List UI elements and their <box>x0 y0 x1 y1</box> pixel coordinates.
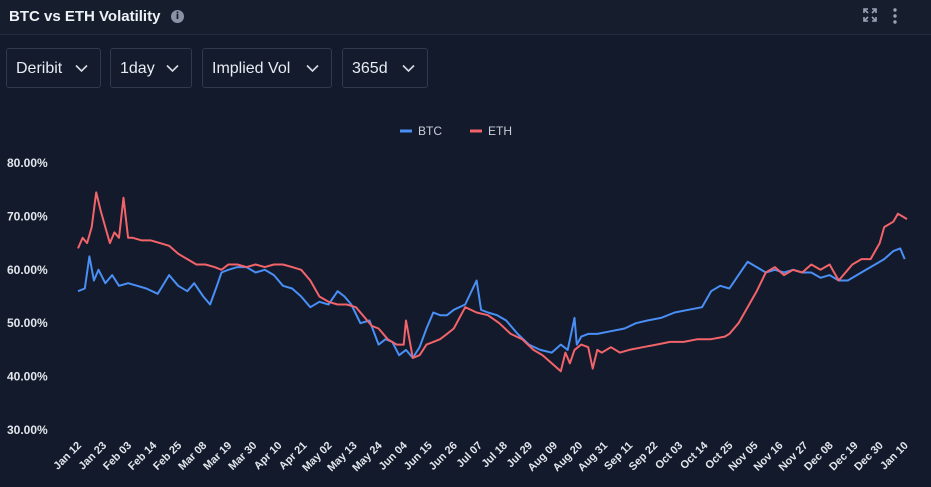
range-dropdown-label: 365d <box>352 60 388 77</box>
series-line-eth <box>77 191 908 373</box>
more-vertical-icon[interactable] <box>891 7 899 30</box>
expand-icon[interactable] <box>862 7 878 28</box>
series-layer <box>77 191 908 373</box>
legend-item-btc[interactable]: BTC <box>400 124 442 138</box>
resolution-dropdown[interactable]: 1day <box>110 48 192 88</box>
volatility-chart: BTC ETH 80.00% 70.00% 60.00% 50.00% 40.00% 30.… <box>7 124 911 474</box>
chevron-down-icon <box>75 64 88 73</box>
x-tick-label: Jan 10 <box>878 440 911 473</box>
widget-header: BTC vs ETH Volatility i <box>0 0 931 35</box>
widget-title: BTC vs ETH Volatility <box>9 8 161 25</box>
y-tick-label: 50.00% <box>7 316 48 330</box>
y-tick-label: 70.00% <box>7 209 48 223</box>
range-dropdown[interactable]: 365d <box>342 48 428 88</box>
metric-dropdown-label: Implied Vol <box>212 60 291 77</box>
y-tick-label: 40.00% <box>7 370 48 384</box>
resolution-dropdown-label: 1day <box>120 60 155 77</box>
y-tick-label: 30.00% <box>7 423 48 437</box>
chart-legend: BTC ETH <box>400 124 512 138</box>
chevron-down-icon <box>166 64 179 73</box>
exchange-dropdown[interactable]: Deribit <box>6 48 101 88</box>
y-tick-label: 60.00% <box>7 263 48 277</box>
legend-label: ETH <box>488 124 512 138</box>
chevron-down-icon <box>402 64 415 73</box>
exchange-dropdown-label: Deribit <box>16 60 63 77</box>
x-tick-label: Jul 18 <box>479 440 510 471</box>
info-icon[interactable]: i <box>171 10 184 23</box>
x-tick-label: Jun 26 <box>427 440 460 473</box>
legend-label: BTC <box>418 124 442 138</box>
y-tick-label: 80.00% <box>7 156 48 170</box>
x-tick-label: Jul 07 <box>454 440 485 471</box>
metric-dropdown[interactable]: Implied Vol <box>202 48 332 88</box>
legend-item-eth[interactable]: ETH <box>470 124 512 138</box>
chevron-down-icon <box>306 64 319 73</box>
y-axis: 80.00% 70.00% 60.00% 50.00% 40.00% 30.00% <box>7 156 48 437</box>
